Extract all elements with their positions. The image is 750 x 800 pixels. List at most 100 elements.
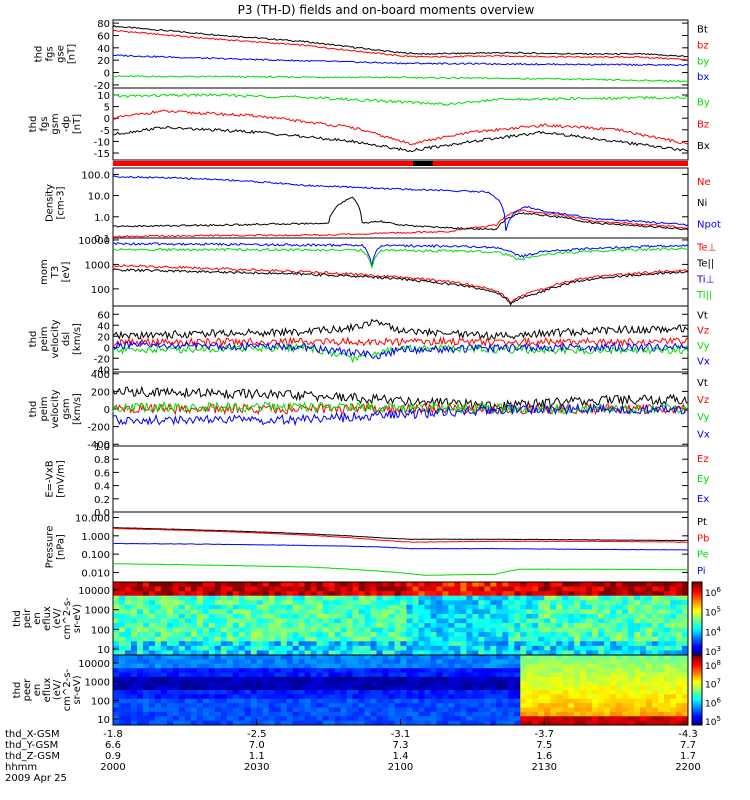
spectrogram-cell: [292, 711, 300, 717]
spectrogram-cell: [484, 632, 491, 638]
spectrogram-cell: [490, 716, 497, 722]
spectrogram-cell: [328, 685, 336, 691]
spectrogram-cell: [142, 604, 150, 610]
spectrogram-cell: [298, 676, 306, 682]
spectrogram-cell: [262, 645, 270, 651]
spectrogram-cell: [358, 703, 366, 709]
ytick-label-peim_velocity_dsl: 0: [104, 343, 110, 354]
colorbar-cell: [692, 660, 702, 663]
spectrogram-cell: [448, 659, 455, 665]
spectrogram-cell: [160, 627, 168, 633]
spectrogram-cell: [574, 582, 581, 588]
spectrogram-cell: [142, 698, 150, 704]
spectrogram-cell: [232, 618, 240, 624]
spectrogram-cell: [580, 663, 587, 669]
spectrogram-cell: [388, 600, 396, 606]
spectrogram-cell: [460, 672, 467, 678]
spectrogram-cell: [508, 703, 515, 709]
spectrogram-cell: [460, 641, 467, 647]
spectrogram-cell: [646, 632, 653, 638]
xtick-label: 0.9: [105, 751, 121, 762]
spectrogram-cell: [496, 685, 503, 691]
spectrogram-cell: [568, 707, 575, 713]
spectrogram-cell: [124, 645, 132, 651]
spectrogram-cell: [568, 703, 575, 709]
spectrogram-cell: [358, 613, 366, 619]
spectrogram-cell: [184, 685, 192, 691]
spectrogram-cell: [388, 681, 396, 687]
spectrogram-cell: [616, 609, 623, 615]
spectrogram-cell: [448, 650, 455, 656]
spectrogram-cell: [214, 694, 222, 700]
spectrogram-cell: [640, 600, 647, 606]
colorbar-cell: [692, 607, 702, 610]
spectrogram-cell: [208, 672, 216, 678]
spectrogram-cell: [418, 641, 425, 647]
spectrogram-cell: [334, 636, 342, 642]
spectrogram-cell: [142, 623, 150, 629]
spectrogram-cell: [550, 609, 557, 615]
spectrogram-cell: [664, 668, 671, 674]
spectrogram-cell: [466, 586, 473, 592]
colorbar-cell: [692, 716, 702, 719]
spectrogram-cell: [532, 632, 539, 638]
spectrogram-cell: [382, 655, 390, 660]
spectrogram-cell: [232, 703, 240, 709]
spectrogram-cell: [256, 698, 264, 704]
spectrogram-cell: [136, 613, 144, 619]
spectrogram-cell: [160, 650, 168, 656]
ytick-label-fgs_gse: 60: [97, 31, 110, 42]
spectrogram-cell: [466, 582, 473, 588]
spectrogram-cell: [400, 676, 407, 682]
spectrogram-cell: [550, 690, 557, 695]
colorbar-cell: [692, 623, 702, 627]
spectrogram-cell: [682, 645, 689, 651]
spectrogram-cell: [604, 690, 611, 695]
spectrogram-cell: [304, 609, 312, 615]
spectrogram-cell: [256, 627, 264, 633]
spectrogram-cell: [250, 720, 258, 726]
spectrogram-cell: [124, 613, 132, 619]
spectrogram-cell: [113, 623, 120, 629]
spectrogram-cell: [190, 703, 198, 709]
spectrogram-cell: [304, 582, 312, 588]
spectrogram-cell: [454, 595, 461, 601]
spectrogram-cell: [562, 698, 569, 704]
spectrogram-cell: [538, 595, 545, 601]
spectrogram-cell: [652, 690, 659, 695]
spectrogram-cell: [442, 694, 449, 700]
spectrogram-cell: [130, 707, 138, 713]
spectrogram-cell: [628, 711, 635, 717]
spectrogram-cell: [592, 655, 599, 660]
spectrogram-cell: [430, 672, 437, 678]
spectrogram-cell: [166, 586, 174, 592]
spectrogram-cell: [292, 632, 300, 638]
spectrogram-cell: [274, 659, 282, 665]
spectrogram-cell: [376, 618, 384, 624]
spectrogram-cell: [328, 609, 336, 615]
spectrogram-cell: [262, 613, 270, 619]
spectrogram-cell: [370, 586, 378, 592]
spectrogram-cell: [436, 663, 443, 669]
spectrogram-cell: [418, 623, 425, 629]
spectrogram-cell: [394, 703, 401, 709]
spectrogram-cell: [202, 716, 210, 722]
spectrogram-cell: [130, 586, 138, 592]
spectrogram-cell: [370, 681, 378, 687]
spectrogram-cell: [454, 711, 461, 717]
spectrogram-cell: [544, 645, 551, 651]
spectrogram-cell: [436, 591, 443, 597]
spectrogram-cell: [562, 618, 569, 624]
spectrogram-cell: [370, 711, 378, 717]
spectrogram-cell: [460, 591, 467, 597]
spectrogram-cell: [124, 672, 132, 678]
spectrogram-cell: [340, 672, 348, 678]
spectrogram-cell: [532, 604, 539, 610]
spectrogram-cell: [598, 703, 605, 709]
spectrogram-cell: [113, 668, 120, 674]
spectrogram-cell: [238, 716, 246, 722]
spectrogram-cell: [136, 618, 144, 624]
spectrogram-cell: [478, 636, 485, 642]
spectrogram-cell: [604, 655, 611, 660]
spectrogram-cell: [388, 591, 396, 597]
